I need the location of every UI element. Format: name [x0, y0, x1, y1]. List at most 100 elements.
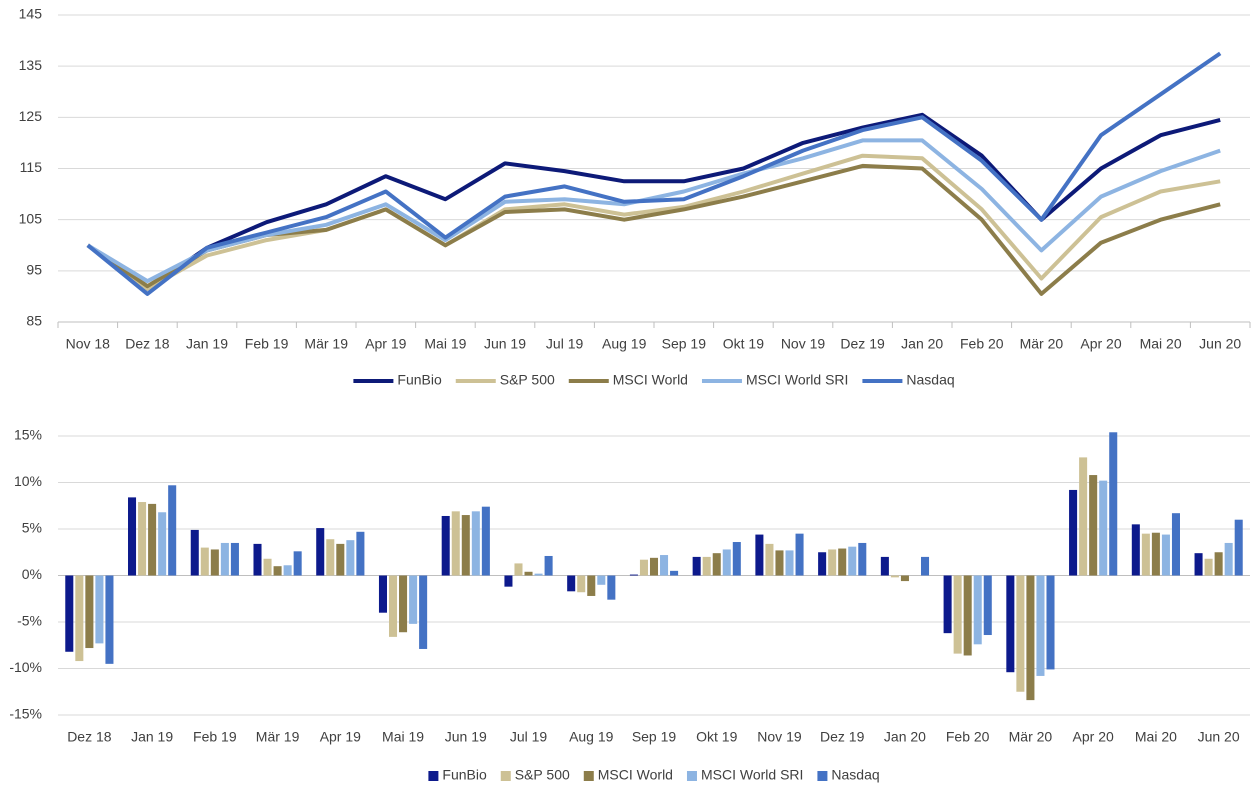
x-tick-label: Mär 20 [1020, 336, 1064, 352]
bar [419, 575, 428, 649]
y-tick-label: 15% [14, 427, 42, 443]
bar [722, 549, 731, 576]
bar [858, 542, 867, 576]
x-tick-label: Jul 19 [546, 336, 584, 352]
legend-label: MSCI World SRI [746, 372, 848, 388]
bar [587, 575, 596, 596]
legend-label: S&P 500 [515, 767, 570, 783]
x-tick-label: Jan 19 [131, 729, 173, 745]
x-tick-label: Jan 20 [901, 336, 943, 352]
y-tick-label: 105 [19, 210, 43, 226]
x-tick-label: Apr 19 [320, 729, 361, 745]
bar [943, 575, 952, 634]
x-tick-label: Mär 20 [1009, 729, 1053, 745]
x-tick-label: Apr 20 [1073, 729, 1114, 745]
line-series [86, 153, 1221, 291]
bar [597, 575, 606, 585]
bar [1099, 480, 1108, 576]
bar [921, 556, 930, 576]
x-tick-label: Feb 19 [193, 729, 237, 745]
legend-label: Nasdaq [906, 372, 954, 388]
y-tick-label: 95 [26, 262, 42, 278]
x-tick-label: Jun 19 [445, 729, 487, 745]
y-tick-label: 0% [22, 566, 42, 582]
bar [283, 565, 292, 576]
legend-label: Nasdaq [831, 767, 879, 783]
bar [138, 502, 147, 576]
x-tick-label: Dez 19 [840, 336, 885, 352]
bar [356, 531, 365, 576]
x-tick-label: Sep 19 [632, 729, 677, 745]
x-tick-label: Okt 19 [696, 729, 737, 745]
bar [95, 575, 104, 644]
bar [818, 552, 827, 576]
bar-chart: -15% -10% -5% 0% 5% 10% 15% Dez 18 Jan 19 Feb 19 M… [9, 427, 1250, 783]
bar [1214, 552, 1223, 576]
bar [1046, 575, 1055, 670]
bar [253, 543, 262, 576]
legend-swatch [817, 771, 828, 781]
x-tick-label: Jun 20 [1198, 729, 1240, 745]
bar [973, 575, 982, 645]
bar [471, 511, 480, 576]
bar [1079, 457, 1088, 576]
x-tick-label: Sep 19 [662, 336, 707, 352]
bar [838, 548, 847, 576]
bar [963, 575, 972, 656]
bar [670, 570, 679, 576]
x-tick-label: Dez 19 [820, 729, 865, 745]
bar [785, 550, 794, 576]
x-tick-label: Okt 19 [723, 336, 764, 352]
bar [1026, 575, 1035, 701]
bar [399, 575, 408, 633]
bar [629, 574, 638, 576]
bar [65, 575, 74, 652]
legend-label: FunBio [397, 372, 442, 388]
bar [220, 542, 229, 576]
bar [346, 540, 355, 576]
bar [1089, 475, 1098, 576]
y-tick-label: 135 [19, 57, 43, 73]
y-tick-label: 125 [19, 108, 43, 124]
x-tick-label: Mär 19 [304, 336, 348, 352]
x-tick-label: Nov 18 [66, 336, 111, 352]
bar [190, 529, 199, 576]
y-tick-label: -5% [17, 613, 42, 629]
bar [230, 542, 239, 576]
y-tick-label: 145 [19, 6, 43, 22]
x-tick-label: Jul 19 [510, 729, 548, 745]
legend-swatch [428, 771, 439, 781]
bar [200, 547, 209, 576]
bar [765, 543, 774, 576]
x-tick-label: Jun 20 [1199, 336, 1241, 352]
bar [900, 575, 909, 582]
y-tick-label: 85 [26, 313, 42, 329]
x-tick-label: Aug 19 [569, 729, 614, 745]
line-series [86, 163, 1221, 296]
bar [273, 566, 282, 576]
bar [1151, 532, 1160, 576]
x-tick-label: Feb 19 [245, 336, 289, 352]
bar [692, 556, 701, 576]
y-tick-label: -15% [9, 706, 42, 722]
x-tick-label: Apr 20 [1080, 336, 1121, 352]
x-tick-label: Jan 20 [884, 729, 926, 745]
x-tick-label: Apr 19 [365, 336, 406, 352]
bar [712, 553, 721, 576]
bar [649, 557, 659, 576]
x-tick-label: Jan 19 [186, 336, 228, 352]
bar [158, 512, 167, 576]
bar [1171, 513, 1180, 576]
bar [1036, 575, 1045, 676]
bar [702, 556, 711, 576]
x-tick-label: Nov 19 [757, 729, 802, 745]
x-tick-label: Feb 20 [960, 336, 1004, 352]
bar [128, 497, 137, 576]
y-tick-label: 10% [14, 473, 42, 489]
bar [524, 571, 533, 576]
bar [514, 563, 523, 576]
bar [336, 543, 345, 576]
bar [534, 573, 543, 576]
line-series [86, 51, 1222, 296]
bar [210, 549, 219, 576]
